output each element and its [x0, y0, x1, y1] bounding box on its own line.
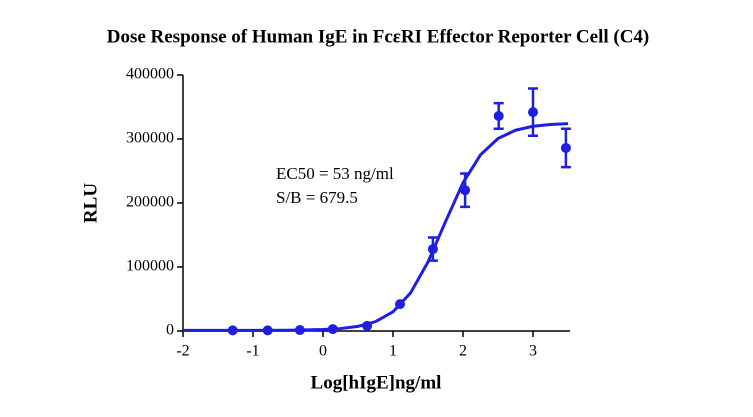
- x-tick-label: 3: [529, 343, 537, 360]
- fit-curve: [183, 122, 569, 332]
- data-point: [560, 142, 571, 153]
- x-tick-label: 1: [389, 343, 397, 360]
- data-point: [327, 324, 338, 335]
- data-point: [427, 244, 438, 255]
- annotation: EC50 = 53 ng/ml: [276, 164, 394, 183]
- data-point: [294, 325, 305, 336]
- x-tick-label: -2: [176, 343, 189, 360]
- y-tick-label: 100000: [126, 258, 174, 275]
- y-tick-label: 0: [166, 322, 174, 339]
- y-tick-label: 200000: [126, 194, 174, 211]
- chart-title: Dose Response of Human IgE in FcεRI Effe…: [107, 26, 650, 47]
- data-point: [262, 325, 273, 336]
- data-point: [362, 320, 373, 331]
- annotation: S/B = 679.5: [276, 188, 358, 207]
- data-point: [493, 110, 504, 121]
- x-tick-label: 2: [459, 343, 467, 360]
- data-point: [460, 185, 471, 196]
- y-tick-label: 400000: [126, 66, 174, 83]
- y-axis-label: RLU: [80, 183, 101, 223]
- data-point: [395, 299, 405, 310]
- data-point: [528, 107, 538, 118]
- y-tick-label: 300000: [126, 130, 174, 147]
- data-point: [227, 325, 238, 336]
- x-tick-label: -1: [246, 343, 259, 360]
- x-axis-label: Log[hIgE]ng/ml: [311, 372, 442, 393]
- x-tick-label: 0: [319, 343, 327, 360]
